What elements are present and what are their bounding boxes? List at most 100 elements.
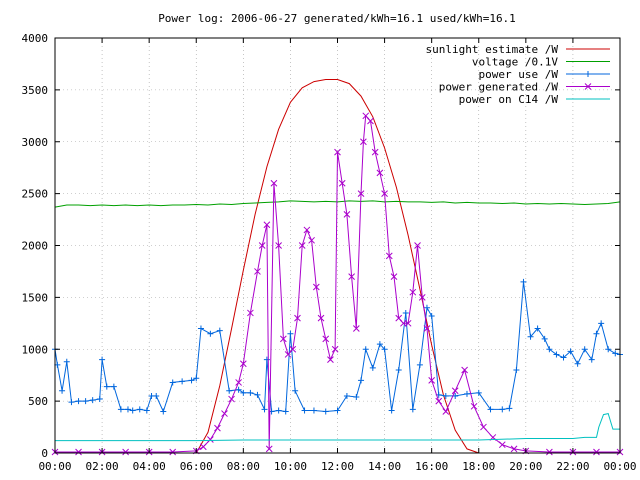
legend-marker [584,83,592,90]
data-point [270,179,278,187]
y-tick-label: 1500 [22,291,49,304]
series-power-use-w [52,278,623,415]
data-point [358,377,365,384]
data-point [235,386,242,393]
data-point [605,346,612,353]
series-layer [51,79,624,456]
data-point [331,345,339,353]
data-point [409,288,417,296]
series-line [195,79,479,454]
x-tick-label: 18:00 [462,460,495,473]
data-point [280,335,287,343]
legend-marker [585,71,591,77]
data-point [423,325,431,332]
x-tick-label: 12:00 [321,460,354,473]
data-point [254,391,261,398]
data-point [214,424,221,432]
legend-item: sunlight estimate /W [426,43,610,56]
y-tick-label: 2000 [22,240,49,253]
data-point [247,309,254,317]
data-point [124,406,131,413]
data-point [327,356,334,363]
data-point [451,387,459,395]
data-point [117,406,124,413]
data-point [343,392,350,399]
x-tick-label: 00:00 [38,460,71,473]
y-tick-label: 500 [28,395,48,408]
data-point [423,304,430,311]
data-point [169,379,176,386]
data-point [428,313,435,320]
y-tick-label: 3000 [22,136,49,149]
data-point [353,393,360,400]
data-point [546,448,553,456]
data-point [593,330,600,337]
data-point [362,346,369,353]
data-point [221,410,228,417]
data-point [287,330,294,337]
data-point [122,448,129,456]
data-point [89,397,96,404]
data-point [475,389,482,396]
data-point [197,325,204,332]
series-line [54,281,621,413]
data-point [240,389,247,396]
x-tick-label: 20:00 [509,460,542,473]
data-point [588,356,595,363]
data-point [265,445,273,453]
data-point [75,398,82,405]
data-point [188,377,195,384]
series-power-generated-w [51,112,624,456]
data-point [381,346,388,353]
data-point [376,169,384,177]
data-point [136,406,143,413]
data-point [258,242,266,249]
data-point [322,335,330,343]
data-point [275,242,282,249]
data-point [68,399,75,406]
data-point [404,319,412,327]
data-point [263,221,271,229]
data-point [301,407,308,414]
data-point [338,179,346,187]
data-point [334,407,341,414]
data-point [428,377,436,384]
data-point [322,408,329,415]
data-point [567,348,574,355]
data-point [59,387,66,394]
data-point [461,366,468,374]
data-point [416,361,423,368]
data-point [261,406,268,413]
chart-title: Power log: 2006-06-27 generated/kWh=16.1… [158,12,516,25]
x-tick-label: 14:00 [368,460,401,473]
data-point [292,387,299,394]
data-point [390,273,398,280]
data-point [367,117,374,125]
data-point [435,397,443,405]
series-line [54,200,621,208]
data-point [199,443,207,451]
data-point [553,351,560,358]
data-point [498,441,506,449]
data-point [282,408,289,415]
x-tick-label: 02:00 [86,460,119,473]
data-point [520,278,527,285]
x-tick-label: 06:00 [180,460,213,473]
data-point [82,398,89,405]
y-tick-label: 3500 [22,84,49,97]
data-point [369,364,376,371]
x-tick-layer: 00:00 02:00 04:00 06:00 08:00 10:00 12:00 14:00… [38,38,637,473]
data-point [103,383,110,390]
y-tick-label: 0 [41,447,48,460]
data-point [388,407,395,414]
data-point [289,345,297,353]
series-voltage-0-1v [54,200,621,208]
data-point [179,378,186,385]
data-point [480,423,487,431]
y-tick-label: 4000 [22,32,49,45]
legend-label: sunlight estimate /W [426,43,559,56]
data-point [63,358,70,365]
data-point [110,383,117,390]
